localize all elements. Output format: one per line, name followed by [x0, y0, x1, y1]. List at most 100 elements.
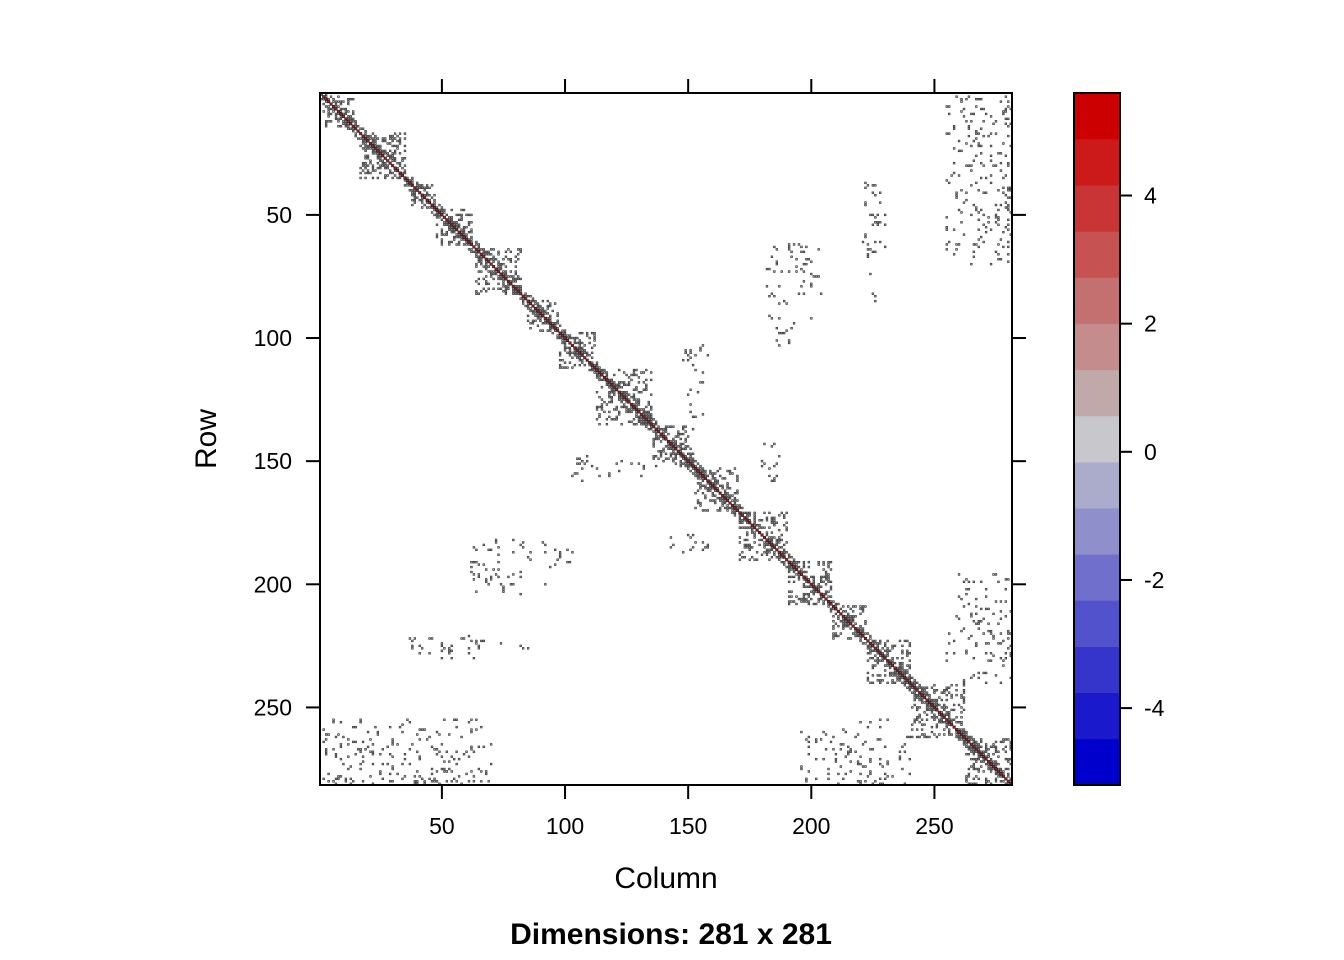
nonzero-cell: [738, 516, 742, 519]
nonzero-cell: [635, 388, 638, 391]
nonzero-cell: [925, 706, 929, 709]
nonzero-cell: [337, 95, 340, 98]
nonzero-cell: [999, 656, 1003, 660]
nonzero-cell: [718, 509, 722, 512]
nonzero-cell: [480, 262, 483, 266]
nonzero-cell: [787, 565, 791, 569]
nonzero-cell: [699, 484, 702, 487]
nonzero-cell: [721, 477, 724, 480]
diagonal-cell: [809, 582, 813, 586]
nonzero-cell: [586, 334, 589, 337]
diagonal-cell: [359, 132, 363, 136]
nonzero-cell: [778, 541, 781, 544]
diagonal-cell: [464, 238, 469, 242]
nonzero-cell: [999, 767, 1003, 771]
nonzero-cell: [647, 427, 650, 431]
nonzero-cell: [549, 319, 552, 322]
nonzero-cell: [972, 674, 976, 677]
nonzero-cell: [901, 671, 904, 675]
nonzero-cell: [605, 403, 609, 406]
nonzero-cell: [691, 462, 695, 465]
diagonal-cell: [327, 100, 331, 104]
nonzero-cell: [549, 329, 552, 332]
nonzero-cell: [876, 644, 879, 648]
nonzero-cell: [805, 738, 808, 741]
nonzero-cell: [588, 354, 591, 357]
nonzero-cell: [334, 112, 338, 116]
nonzero-cell: [566, 548, 569, 551]
nonzero-cell: [999, 780, 1003, 783]
nonzero-cell: [450, 216, 453, 219]
nonzero-cell: [364, 139, 367, 143]
nonzero-cell: [445, 780, 448, 783]
nonzero-cell: [751, 546, 754, 549]
nonzero-cell: [726, 469, 729, 473]
nonzero-cell: [933, 733, 936, 736]
nonzero-cell: [534, 312, 537, 315]
nonzero-cell: [672, 459, 675, 463]
nonzero-cell: [965, 592, 968, 596]
nonzero-cell: [874, 664, 877, 667]
nonzero-cell: [962, 627, 966, 630]
nonzero-cell: [556, 334, 559, 337]
nonzero-cell: [502, 258, 505, 261]
nonzero-cell: [999, 203, 1003, 207]
nonzero-cell: [433, 777, 436, 781]
nonzero-cell: [948, 240, 951, 244]
nonzero-cell: [691, 427, 695, 431]
nonzero-cell: [861, 605, 865, 608]
nonzero-cell: [819, 575, 823, 579]
nonzero-cell: [416, 186, 419, 189]
nonzero-cell: [906, 686, 909, 689]
nonzero-cell: [504, 285, 508, 288]
nonzero-cell: [622, 398, 626, 401]
diagonal-cell: [859, 632, 863, 636]
nonzero-cell: [797, 565, 801, 569]
color-key-band: [1074, 231, 1120, 278]
nonzero-cell: [834, 632, 838, 635]
nonzero-cell: [541, 329, 545, 332]
nonzero-cell: [371, 152, 375, 155]
nonzero-cell: [807, 600, 811, 603]
nonzero-cell: [999, 238, 1003, 241]
nonzero-cell: [945, 243, 948, 246]
nonzero-cell: [694, 368, 697, 372]
nonzero-cell: [792, 560, 796, 564]
nonzero-cell: [714, 494, 717, 497]
nonzero-cell: [999, 775, 1003, 778]
nonzero-cell: [536, 302, 540, 305]
nonzero-cell: [694, 541, 697, 544]
nonzero-cell: [824, 733, 828, 736]
nonzero-cell: [778, 455, 781, 458]
nonzero-cell: [376, 154, 380, 157]
diagonal-cell: [519, 292, 523, 296]
nonzero-cell: [334, 115, 338, 118]
nonzero-cell: [428, 186, 431, 189]
nonzero-cell: [898, 676, 902, 680]
nonzero-cell: [507, 285, 510, 288]
nonzero-cell: [593, 336, 596, 340]
nonzero-cell: [935, 716, 939, 719]
nonzero-cell: [682, 442, 685, 446]
nonzero-cell: [332, 780, 335, 783]
nonzero-cell: [598, 474, 601, 478]
y-tick-label: 50: [266, 202, 292, 228]
nonzero-cell: [401, 159, 404, 162]
nonzero-cell: [519, 290, 522, 293]
nonzero-cell: [398, 164, 402, 167]
nonzero-cell: [691, 467, 695, 470]
nonzero-cell: [389, 149, 392, 153]
nonzero-cell: [775, 543, 778, 547]
nonzero-cell: [386, 174, 389, 177]
nonzero-cell: [994, 221, 998, 224]
nonzero-cell: [600, 408, 604, 411]
nonzero-cell: [322, 110, 325, 113]
nonzero-cell: [940, 698, 943, 702]
nonzero-cell: [389, 753, 392, 756]
nonzero-cell: [573, 472, 577, 475]
nonzero-cell: [790, 560, 793, 564]
y-axis-title: Row: [190, 409, 223, 469]
nonzero-cell: [989, 262, 993, 266]
nonzero-cell: [987, 780, 990, 783]
nonzero-cell: [428, 194, 431, 197]
